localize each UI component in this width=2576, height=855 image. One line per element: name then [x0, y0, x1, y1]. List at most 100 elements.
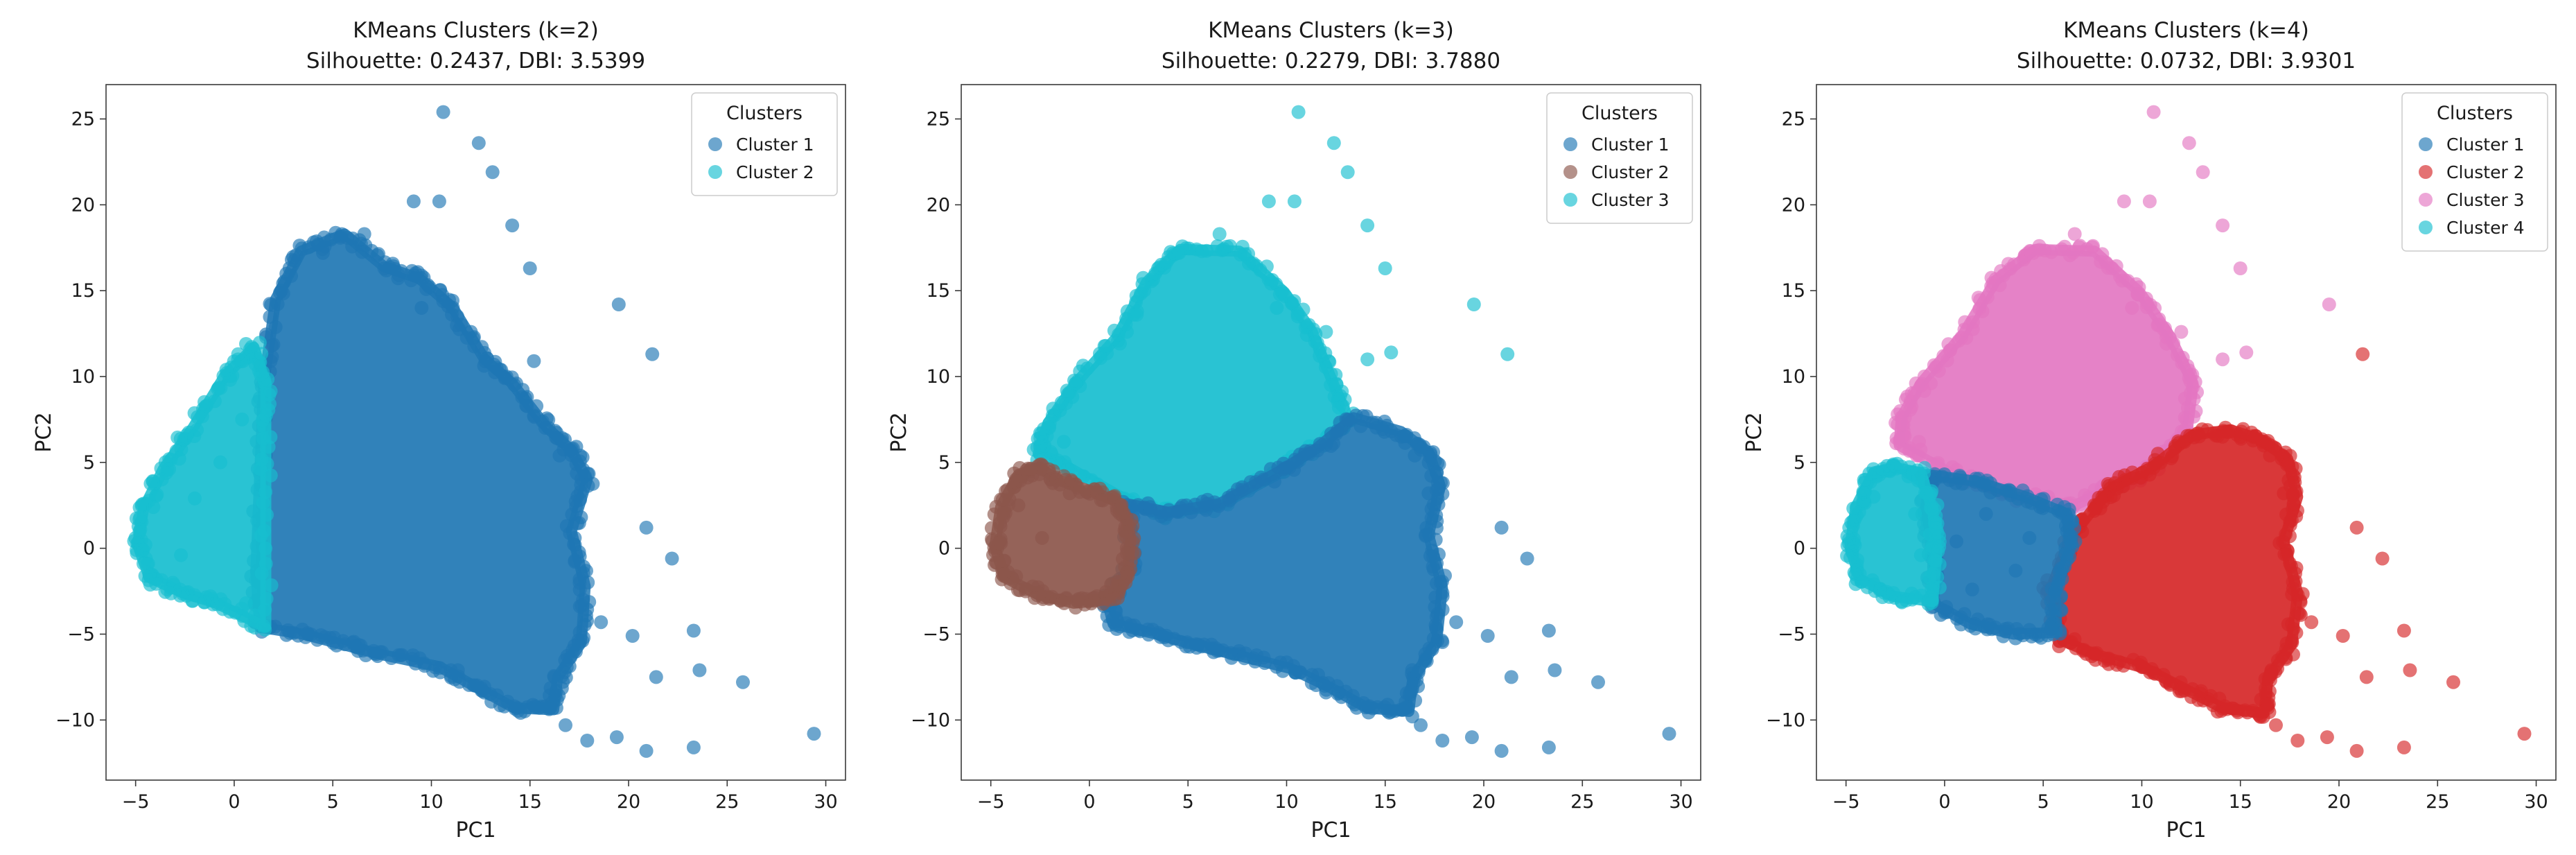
- data-point: [523, 261, 537, 275]
- data-point: [162, 462, 177, 476]
- data-point: [2020, 489, 2035, 503]
- data-point: [2022, 530, 2037, 545]
- data-point: [1207, 495, 1222, 510]
- data-point: [1319, 325, 1333, 339]
- data-point: [2174, 325, 2189, 339]
- legend-label: Cluster 2: [1591, 162, 1670, 182]
- y-tick-label: −10: [911, 709, 950, 731]
- data-point: [2349, 743, 2364, 758]
- data-point: [2067, 632, 2082, 646]
- data-point: [2148, 301, 2162, 316]
- y-tick-label: 25: [71, 109, 95, 130]
- legend-box: [2401, 92, 2548, 252]
- data-point: [211, 382, 225, 397]
- data-point: [239, 596, 253, 610]
- data-point: [594, 615, 608, 630]
- data-point: [665, 551, 679, 566]
- data-point: [2234, 431, 2248, 446]
- data-point: [160, 582, 175, 597]
- data-point: [1069, 376, 1083, 390]
- series-cluster-2: [992, 486, 1134, 609]
- x-tick-label: 0: [1083, 791, 1095, 813]
- data-point: [1110, 503, 1124, 518]
- data-point: [1916, 474, 1930, 489]
- legend-marker: [2419, 165, 2433, 179]
- data-point: [1267, 474, 1281, 489]
- x-tick-label: 25: [2426, 791, 2449, 813]
- data-point: [259, 485, 273, 499]
- data-point: [270, 297, 285, 311]
- x-tick-label: 0: [1938, 791, 1950, 813]
- y-axis-label: PC2: [32, 412, 56, 452]
- legend: Clusters Cluster 1 Cluster 2 Cluster 3: [1546, 92, 1693, 224]
- y-tick-label: 25: [927, 109, 950, 130]
- data-point: [736, 675, 750, 689]
- y-tick-label: 20: [1782, 194, 1805, 216]
- data-point: [405, 648, 420, 662]
- data-point: [2359, 670, 2374, 684]
- data-point: [1070, 594, 1085, 609]
- series-cluster-3: [1057, 105, 1515, 449]
- chart-panel-2: −5 0 5 10 15 20 25 30 −10 −5 0 5 10 15 20 25 PC1 PC2 KMean…: [887, 18, 1701, 843]
- data-point: [1866, 490, 1881, 504]
- data-point: [444, 668, 458, 683]
- data-point: [1520, 551, 1534, 566]
- data-point: [1414, 718, 1428, 732]
- data-point: [559, 519, 574, 533]
- data-point: [1290, 309, 1305, 324]
- legend-marker: [1563, 165, 1577, 179]
- data-point: [2233, 261, 2248, 275]
- data-point: [1428, 590, 1443, 605]
- x-tick-label: 5: [2038, 791, 2049, 813]
- data-point: [1980, 290, 1995, 304]
- data-point: [1908, 507, 1922, 521]
- data-point: [1494, 743, 1509, 758]
- y-tick-label: 0: [938, 538, 950, 560]
- data-point: [1591, 675, 1605, 689]
- x-tick-label: −5: [122, 791, 150, 813]
- series-cluster-1: [1949, 507, 2037, 597]
- y-tick-label: 25: [1782, 109, 1805, 130]
- data-point: [1096, 493, 1110, 508]
- y-axis-label: PC2: [887, 412, 911, 452]
- data-point: [471, 136, 486, 150]
- cluster-region-edge-markers: [244, 225, 600, 720]
- data-point: [2263, 448, 2277, 463]
- data-point: [1847, 536, 1861, 551]
- data-point: [259, 541, 273, 555]
- data-point: [1408, 448, 1422, 463]
- data-point: [1548, 663, 1562, 677]
- data-point: [1360, 352, 1375, 367]
- data-point: [260, 508, 274, 522]
- data-point: [1924, 376, 1938, 390]
- data-point: [1107, 323, 1121, 338]
- data-point: [357, 227, 371, 241]
- data-point: [645, 347, 660, 361]
- data-point: [1541, 740, 1556, 754]
- data-point: [568, 555, 582, 569]
- data-point: [552, 448, 567, 463]
- cluster-region-edge-markers: [1913, 467, 2083, 646]
- y-tick-label: −5: [922, 623, 950, 645]
- x-tick-label: 30: [814, 791, 837, 813]
- data-point: [1335, 399, 1350, 413]
- x-axis-label: PC1: [455, 818, 496, 843]
- cluster-region-edge-markers: [1840, 456, 1947, 612]
- data-point: [1504, 670, 1518, 684]
- data-point: [2150, 447, 2165, 461]
- data-point: [1852, 567, 1867, 581]
- data-point: [187, 588, 202, 603]
- data-point: [258, 603, 272, 617]
- chart-title: KMeans Clusters (k=2): [353, 18, 599, 43]
- data-point: [2115, 273, 2130, 288]
- data-point: [2290, 734, 2305, 748]
- data-point: [422, 280, 437, 294]
- data-point: [1384, 345, 1399, 360]
- y-tick-label: 20: [71, 194, 95, 216]
- data-point: [179, 428, 194, 442]
- x-tick-label: 10: [1274, 791, 1298, 813]
- data-point: [1435, 734, 1450, 748]
- x-tick-label: 0: [228, 791, 240, 813]
- data-point: [686, 740, 701, 754]
- data-point: [2277, 486, 2291, 501]
